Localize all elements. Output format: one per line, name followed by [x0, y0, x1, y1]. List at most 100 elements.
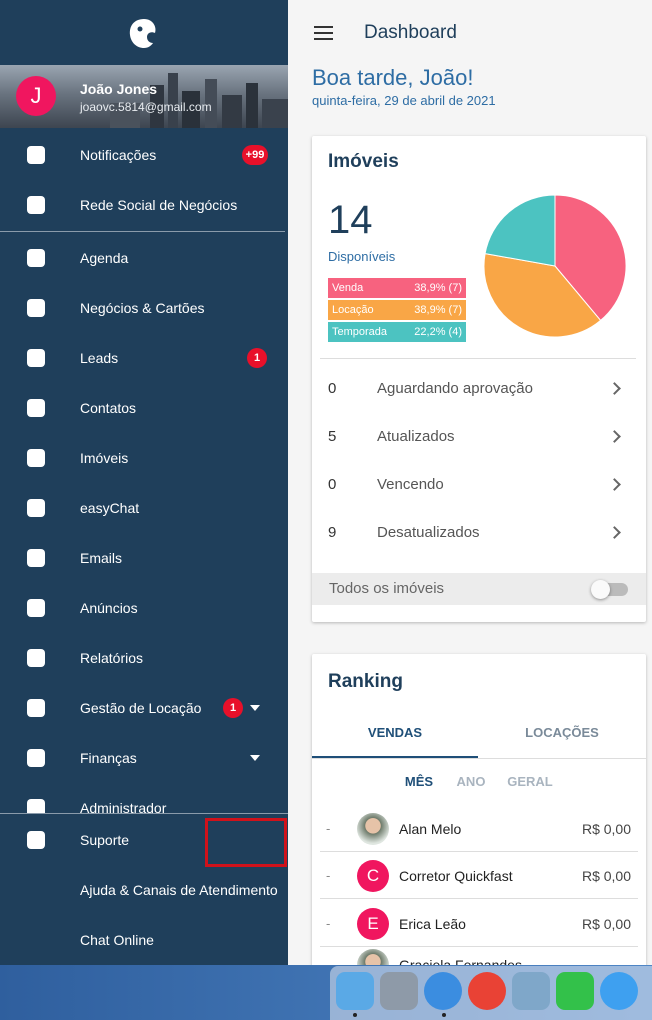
dock-icon[interactable]: [380, 972, 418, 1010]
hamburger[interactable]: [314, 25, 334, 41]
menu-icon: [27, 799, 45, 813]
menu-item[interactable]: Gestão de Locação 1: [0, 683, 288, 733]
menu-item[interactable]: Emails: [0, 533, 288, 583]
dropdown-arrow[interactable]: [249, 704, 261, 712]
legend-row: Venda 38,9% (7): [328, 278, 466, 298]
menu-item[interactable]: Imóveis: [0, 433, 288, 483]
status-row[interactable]: 0 Aguardando aprovação: [312, 365, 646, 413]
dock-icon[interactable]: [600, 972, 638, 1010]
legend-value: 22,2% (4): [414, 326, 462, 338]
tab[interactable]: LOCAÇÕES: [525, 725, 599, 740]
status-row[interactable]: 0 Vencendo: [312, 461, 646, 509]
menu-item[interactable]: Suporte: [0, 815, 288, 865]
pie-slice: [483, 252, 602, 338]
status-count: 0: [328, 476, 337, 493]
avatar: E: [357, 908, 389, 940]
legend-row: Temporada 22,2% (4): [328, 322, 466, 342]
menu-icon: [27, 831, 45, 849]
menu-label: Emails: [80, 550, 123, 566]
dock-dot: [442, 1013, 446, 1017]
card-title: Ranking: [328, 671, 403, 692]
ranking-name: Alan Melo: [399, 821, 462, 837]
position: -: [326, 821, 331, 836]
tab[interactable]: VENDAS: [367, 725, 423, 740]
legend-row: Locação 38,9% (7): [328, 300, 466, 320]
menu-icon: [27, 249, 45, 267]
menu-label: easyChat: [80, 500, 140, 516]
dock-icon[interactable]: [556, 972, 594, 1010]
logo: [129, 19, 156, 48]
menu-label: Administrador: [80, 800, 167, 813]
divider: [320, 898, 638, 899]
toggle-knob[interactable]: [591, 580, 610, 599]
header-title: Dashboard: [364, 22, 457, 43]
pie-chart: [483, 194, 627, 338]
menu-label: Leads: [80, 350, 119, 366]
badge: 1: [247, 348, 267, 368]
menu-label: Agenda: [80, 250, 129, 266]
menu-label: Negócios & Cartões: [80, 300, 205, 316]
menu-icon: [27, 749, 45, 767]
menu-label: Gestão de Locação: [80, 700, 202, 716]
ranking-amount: R$ 0,00: [581, 821, 631, 837]
status-row[interactable]: 5 Atualizados: [312, 413, 646, 461]
position: -: [326, 868, 331, 883]
menu: Notificações +99 Rede Social de Negócios Ag…: [0, 130, 288, 813]
menu-icon: [27, 549, 45, 567]
dropdown-arrow[interactable]: [249, 754, 261, 762]
status-label: Vencendo: [377, 476, 444, 493]
menu-label: Imóveis: [80, 450, 129, 466]
menu-label: Anúncios: [80, 600, 138, 616]
menu-item[interactable]: Negócios & Cartões: [0, 283, 288, 333]
menu-item[interactable]: Notificações +99: [0, 130, 288, 180]
menu-icon: [27, 349, 45, 367]
highlight-box: [205, 818, 287, 867]
menu-item[interactable]: Administrador: [0, 783, 288, 813]
menu-icon: [27, 699, 45, 717]
menu-item[interactable]: Anúncios: [0, 583, 288, 633]
menu-item[interactable]: easyChat: [0, 483, 288, 533]
menu-item[interactable]: Agenda: [0, 233, 288, 283]
dock-icon[interactable]: [336, 972, 374, 1010]
status-label: Aguardando aprovação: [377, 380, 533, 397]
position: -: [326, 916, 331, 931]
period[interactable]: GERAL: [507, 774, 553, 789]
total-label: Disponíveis: [328, 249, 396, 264]
avatar-photo: [357, 813, 389, 845]
divider: [320, 946, 638, 947]
menu-icon: [27, 399, 45, 417]
menu-item[interactable]: Contatos: [0, 383, 288, 433]
period[interactable]: MÊS: [404, 774, 434, 789]
dock-icon[interactable]: [468, 972, 506, 1010]
badge: +99: [242, 145, 268, 165]
ranking-card: Ranking VENDAS LOCAÇÕES MÊS ANO GERAL - Alan Me…: [312, 654, 646, 1020]
dock: [330, 966, 652, 1020]
chevron: [608, 430, 621, 443]
avatar: C: [357, 860, 389, 892]
menu-label: Suporte: [80, 832, 130, 848]
ranking-name: Erica Leão: [399, 916, 466, 932]
menu-label: Chat Online: [80, 932, 154, 948]
badge: 1: [223, 698, 243, 718]
period[interactable]: ANO: [456, 774, 486, 789]
arrow: [250, 755, 260, 761]
legend-name: Temporada: [332, 326, 388, 338]
menu-icon: [27, 146, 45, 164]
menu-item[interactable]: Chat Online: [0, 915, 288, 965]
pie-slice: [554, 194, 627, 322]
menu-icon: [27, 196, 45, 214]
menu-item[interactable]: Leads 1: [0, 333, 288, 383]
status-row[interactable]: 9 Desatualizados: [312, 509, 646, 557]
dock-icon[interactable]: [512, 972, 550, 1010]
menu-item[interactable]: Relatórios: [0, 633, 288, 683]
pie-slice: [484, 194, 556, 267]
menu-item[interactable]: Ajuda & Canais de Atendimento: [0, 865, 288, 915]
menu-icon: [27, 449, 45, 467]
menu-item[interactable]: Finanças: [0, 733, 288, 783]
menu-item[interactable]: Rede Social de Negócios: [0, 180, 288, 230]
date: quinta-feira, 29 de abril de 2021: [312, 93, 496, 108]
sidebar: Notificações +99 Rede Social de Negócios Ag…: [0, 0, 288, 965]
bottom-menu: Suporte Ajuda & Canais de Atendimento Chat…: [0, 813, 288, 965]
dock-icon[interactable]: [424, 972, 462, 1010]
